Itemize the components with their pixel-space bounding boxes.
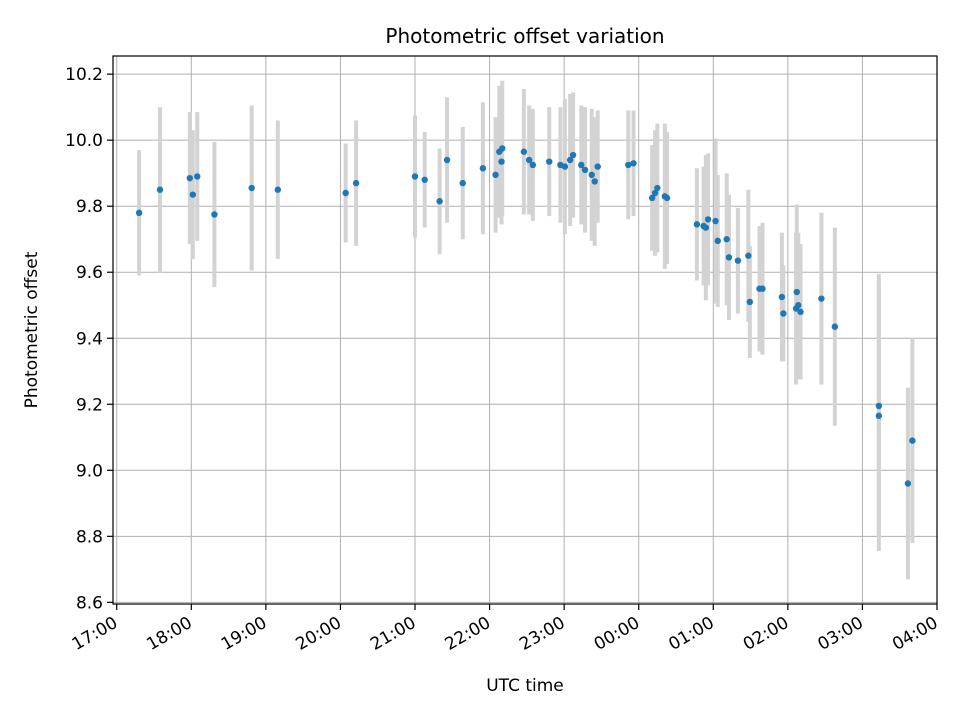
data-point — [566, 156, 574, 164]
data-point — [818, 295, 825, 302]
data-point — [780, 310, 787, 317]
y-tick-label: 9.2 — [76, 395, 103, 415]
x-tick-label: 21:00 — [367, 613, 419, 655]
data-point — [211, 211, 218, 218]
data-point — [411, 173, 419, 180]
x-tick-label: 04:00 — [889, 613, 941, 655]
y-tick-label: 9.0 — [76, 461, 103, 481]
data-point — [479, 165, 487, 172]
y-tick-label: 9.6 — [76, 263, 103, 283]
data-point — [746, 298, 754, 306]
y-tick-label: 8.6 — [76, 593, 103, 613]
data-point — [520, 148, 528, 155]
data-point — [793, 288, 801, 296]
data-point — [625, 161, 632, 169]
data-point — [759, 285, 766, 292]
chart-title: Photometric offset variation — [385, 24, 664, 48]
data-point — [135, 209, 143, 217]
data-point — [342, 189, 349, 197]
data-point — [274, 186, 281, 193]
x-tick-label: 00:00 — [591, 613, 643, 655]
x-tick-label: 19:00 — [218, 613, 270, 655]
x-tick-label: 02:00 — [740, 613, 792, 655]
x-tick-label: 17:00 — [69, 613, 121, 655]
data-point — [156, 186, 164, 193]
y-axis-ticks: 8.6 8.8 9.0 9.2 9.4 9.6 9.8 10.0 10.2 — [65, 65, 113, 613]
data-point — [904, 480, 912, 487]
data-point — [693, 221, 701, 228]
data-point — [745, 252, 752, 259]
data-point — [194, 173, 201, 180]
data-point — [714, 237, 721, 245]
data-point — [594, 163, 601, 170]
data-point — [651, 189, 659, 197]
data-point — [499, 145, 506, 152]
data-point — [591, 178, 598, 185]
data-point — [712, 217, 719, 225]
x-tick-label: 01:00 — [665, 613, 717, 655]
y-tick-label: 8.8 — [76, 527, 103, 547]
data-point — [436, 198, 443, 205]
x-axis-label: UTC time — [486, 676, 564, 696]
data-point — [529, 161, 537, 169]
y-tick-label: 9.8 — [76, 197, 103, 217]
data-point — [663, 194, 671, 202]
data-point — [189, 191, 196, 198]
data-point — [459, 179, 466, 187]
data-point — [795, 302, 802, 309]
data-point — [875, 402, 883, 410]
data-point — [546, 158, 553, 165]
data-point — [421, 176, 428, 183]
data-point — [734, 257, 742, 264]
x-tick-label: 20:00 — [293, 613, 345, 655]
data-point — [630, 160, 637, 167]
x-axis-ticks: 17:00 18:00 19:00 20:00 21:00 22:00 23:00 00:00… — [69, 604, 942, 655]
data-point — [352, 179, 360, 187]
y-tick-label: 9.4 — [76, 329, 103, 349]
data-point — [648, 194, 656, 202]
data-point — [723, 236, 730, 243]
y-tick-label: 10.2 — [65, 65, 103, 85]
data-point — [875, 412, 883, 420]
data-point — [492, 171, 499, 179]
data-point — [186, 174, 194, 182]
data-point — [578, 161, 585, 169]
data-point — [704, 216, 712, 223]
data-point — [702, 224, 710, 231]
data-point — [588, 171, 595, 179]
x-tick-label: 03:00 — [814, 613, 866, 655]
data-point — [778, 293, 786, 301]
data-point — [797, 308, 804, 316]
data-point — [248, 184, 255, 192]
data-point — [569, 151, 577, 159]
plot-frame — [112, 55, 938, 605]
data-point — [581, 166, 589, 174]
data-point — [498, 158, 505, 165]
x-tick-label: 23:00 — [516, 613, 568, 655]
data-point — [725, 254, 733, 261]
data-point — [909, 437, 916, 444]
y-axis-label: Photometric offset — [22, 251, 42, 408]
data-point — [525, 156, 533, 164]
y-tick-label: 10.0 — [65, 131, 103, 151]
data-point — [443, 156, 451, 164]
data-points — [135, 145, 916, 487]
grid-lines — [113, 56, 938, 604]
x-tick-label: 22:00 — [442, 613, 494, 655]
data-point — [561, 163, 569, 170]
data-point — [831, 323, 839, 330]
x-tick-label: 18:00 — [143, 613, 195, 655]
data-point — [654, 184, 661, 192]
